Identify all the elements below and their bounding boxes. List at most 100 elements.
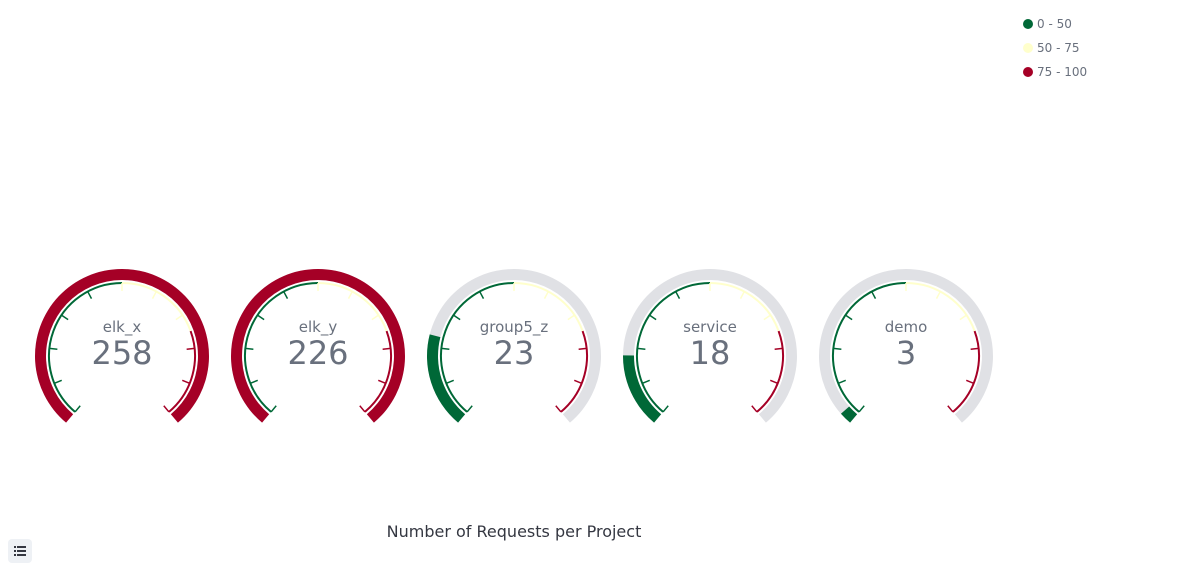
gauge-tick — [774, 347, 783, 350]
legend-item[interactable]: 50 - 75 — [1023, 36, 1087, 60]
gauge-tick — [446, 379, 455, 385]
gauge-tick — [858, 405, 865, 413]
gauge-tick — [751, 405, 758, 413]
gauge-tick — [871, 291, 877, 299]
gauge-label: group5_z — [480, 318, 549, 337]
gauge-tick — [181, 379, 190, 385]
gauge-band — [317, 282, 388, 332]
gauge-band — [440, 282, 515, 413]
gauge-tick — [649, 314, 657, 321]
gauge-band — [905, 282, 976, 332]
gauge-tick — [675, 291, 681, 299]
gauge-value: 18 — [690, 334, 731, 372]
gauge-band — [121, 282, 192, 332]
gauge-tick — [382, 347, 391, 350]
gauge-tick — [466, 405, 473, 413]
gauge-tick — [739, 291, 745, 299]
gauge-tick — [49, 347, 58, 350]
gauge-tick — [371, 314, 379, 321]
gauge-value: 226 — [287, 334, 348, 372]
gauge-tick — [54, 379, 63, 385]
gauge-band — [364, 330, 392, 413]
gauge-tick — [573, 379, 582, 385]
list-icon — [14, 546, 26, 556]
gauge: group5_z23 — [427, 269, 601, 423]
gauge-tick — [947, 405, 954, 413]
gauge-tick — [283, 291, 289, 299]
gauge-band — [636, 282, 711, 413]
gauge-band — [560, 330, 588, 413]
gauge-tick — [578, 347, 587, 350]
gauge-tick — [662, 405, 669, 413]
gauge-tick — [441, 347, 450, 350]
gauge-tick — [543, 291, 549, 299]
gauge-tick — [637, 347, 646, 350]
gauge-label: service — [683, 318, 737, 336]
gauge-tick — [970, 347, 979, 350]
gauge-tick — [270, 405, 277, 413]
gauge-tick — [763, 314, 771, 321]
gauge-tick — [359, 405, 366, 413]
legend-item[interactable]: 0 - 50 — [1023, 12, 1087, 36]
gauge-tick — [245, 347, 254, 350]
legend-label: 0 - 50 — [1037, 17, 1072, 31]
gauge-tick — [61, 314, 69, 321]
gauge-tick — [151, 291, 157, 299]
gauge-band — [952, 330, 980, 413]
gauge-band — [756, 330, 784, 413]
legend-label: 75 - 100 — [1037, 65, 1088, 79]
legend-swatch — [1023, 19, 1033, 29]
gauge-tick — [74, 405, 81, 413]
gauge-tick — [347, 291, 353, 299]
gauge-tick — [769, 379, 778, 385]
gauge-tick — [845, 314, 853, 321]
gauge-tick — [833, 347, 842, 350]
gauge-tick — [163, 405, 170, 413]
gauge-tick — [935, 291, 941, 299]
gauge-label: elk_y — [299, 318, 338, 337]
gauge-fill — [623, 355, 662, 423]
legend-toggle-button[interactable] — [8, 539, 32, 563]
gauge-band — [244, 282, 319, 413]
gauge-tick — [479, 291, 485, 299]
gauge-tick — [175, 314, 183, 321]
legend-swatch — [1023, 67, 1033, 77]
gauge-tick — [959, 314, 967, 321]
gauge-tick — [453, 314, 461, 321]
gauge-band — [709, 282, 780, 332]
gauge-value: 23 — [494, 334, 535, 372]
gauge-value: 3 — [896, 334, 916, 372]
legend-label: 50 - 75 — [1037, 41, 1080, 55]
gauge-band — [513, 282, 584, 332]
gauge-tick — [555, 405, 562, 413]
gauge-band — [48, 282, 123, 413]
legend: 0 - 50 50 - 75 75 - 100 — [1023, 12, 1087, 84]
gauge-tick — [186, 347, 195, 350]
legend-item[interactable]: 75 - 100 — [1023, 60, 1087, 84]
gauge-band — [832, 282, 907, 413]
legend-swatch — [1023, 43, 1033, 53]
gauge-label: demo — [885, 318, 928, 336]
gauge-tick — [87, 291, 93, 299]
gauge-tick — [377, 379, 386, 385]
chart-title: Number of Requests per Project — [386, 522, 642, 541]
gauge-track — [819, 268, 993, 423]
gauge-tick — [838, 379, 847, 385]
gauge-fill — [34, 268, 210, 423]
gauge-tick — [567, 314, 575, 321]
gauge-tick — [257, 314, 265, 321]
gauge-label: elk_x — [103, 318, 142, 337]
gauge-value: 258 — [91, 334, 152, 372]
gauge-fill — [840, 406, 858, 423]
gauge-fill — [427, 334, 466, 423]
gauge-band — [168, 330, 196, 413]
gauge-tick — [642, 379, 651, 385]
gauge-fill — [231, 268, 405, 423]
gauge-tick — [965, 379, 974, 385]
gauge-tick — [250, 379, 259, 385]
